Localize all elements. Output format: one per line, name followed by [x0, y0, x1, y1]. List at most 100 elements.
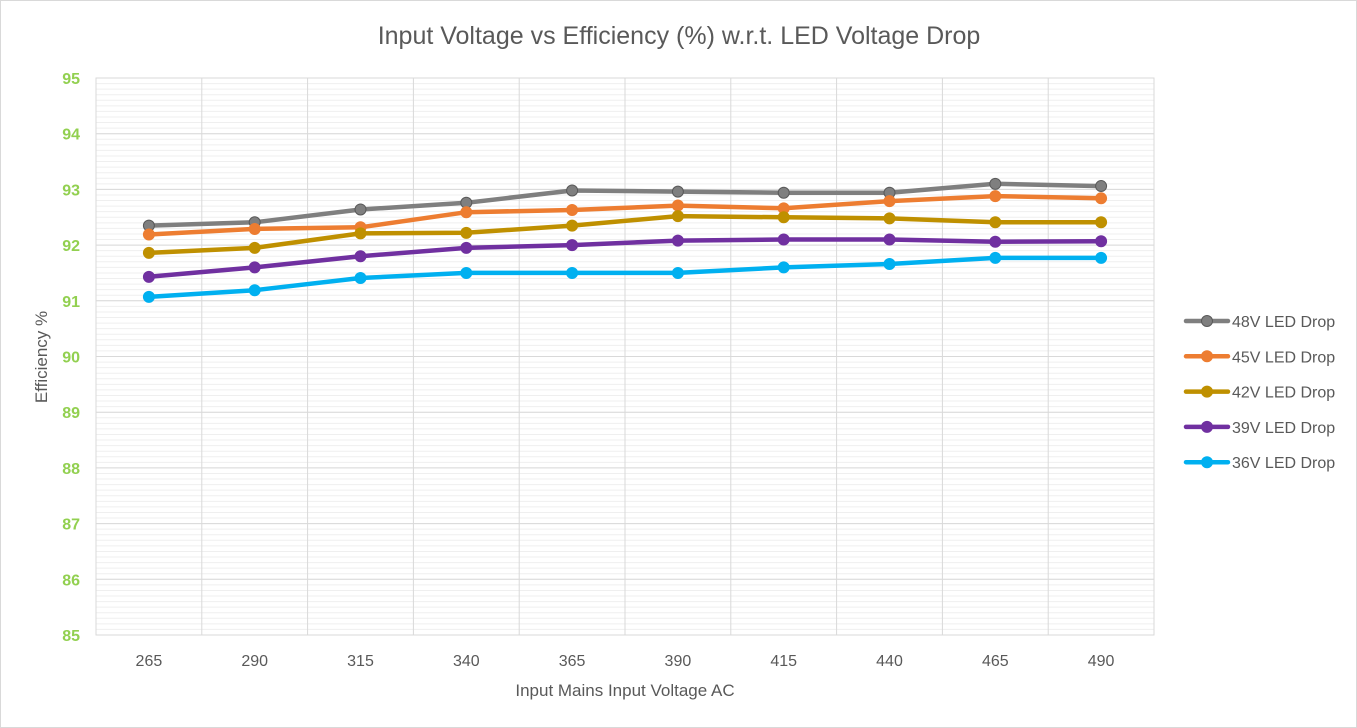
y-tick-label: 93	[62, 182, 80, 199]
data-point	[248, 261, 261, 274]
x-tick-label: 315	[347, 653, 374, 670]
data-point	[1095, 180, 1108, 193]
data-point	[1095, 251, 1108, 264]
data-point	[989, 251, 1002, 264]
data-point	[989, 235, 1002, 248]
series-group	[142, 177, 1108, 232]
y-axis-title: Efficiency %	[32, 311, 51, 403]
data-point	[883, 233, 896, 246]
series-group	[142, 251, 1108, 303]
x-tick-label: 265	[136, 653, 163, 670]
data-point	[566, 266, 579, 279]
data-point	[142, 290, 155, 303]
data-point	[248, 284, 261, 297]
legend-swatch-marker	[1201, 456, 1213, 469]
legend-item: 48V LED Drop	[1183, 314, 1335, 331]
data-point	[566, 184, 579, 197]
data-point	[142, 246, 155, 259]
y-tick-label: 87	[62, 517, 80, 534]
data-point	[248, 222, 261, 235]
y-tick-label: 91	[62, 294, 80, 311]
series-line	[146, 181, 1104, 228]
y-tick-label: 88	[62, 461, 80, 478]
data-point	[566, 204, 579, 217]
data-point	[142, 270, 155, 283]
series-group	[142, 190, 1108, 241]
data-point	[566, 219, 579, 232]
data-point	[566, 239, 579, 252]
x-tick-label: 490	[1088, 653, 1115, 670]
legend-swatch-marker	[1201, 315, 1213, 327]
legend: 48V LED Drop 45V LED Drop 42V LED Drop 39V …	[1183, 314, 1335, 472]
data-point	[883, 258, 896, 271]
x-tick-label: 365	[559, 653, 586, 670]
y-axis-ticks: 85 86 87 88 89 90 91 92 93 94 95	[62, 71, 80, 645]
data-point	[460, 226, 473, 239]
data-point	[1095, 216, 1108, 229]
x-axis-ticks: 265 290 315 340 365 390 415 440 465 490	[136, 653, 1115, 670]
legend-item: 45V LED Drop	[1183, 349, 1335, 366]
data-point	[671, 266, 684, 279]
data-point	[460, 266, 473, 279]
y-tick-label: 86	[62, 572, 80, 589]
data-point	[1095, 192, 1108, 205]
data-point	[354, 227, 367, 240]
data-point	[1095, 235, 1108, 248]
legend-label: 39V LED Drop	[1232, 420, 1335, 437]
series-line	[146, 193, 1104, 237]
data-point	[671, 210, 684, 223]
x-tick-label: 290	[241, 653, 268, 670]
series-group	[142, 233, 1108, 283]
legend-swatch-marker	[1201, 385, 1213, 398]
data-point	[777, 233, 790, 246]
data-point	[460, 206, 473, 219]
data-point	[671, 234, 684, 247]
series-line	[146, 255, 1104, 300]
legend-label: 45V LED Drop	[1232, 349, 1335, 366]
data-point	[989, 190, 1002, 203]
y-tick-label: 92	[62, 238, 80, 255]
legend-item: 36V LED Drop	[1183, 455, 1335, 472]
data-point	[354, 203, 367, 216]
legend-swatch-marker	[1201, 350, 1213, 363]
data-point	[460, 241, 473, 254]
legend-label: 48V LED Drop	[1232, 314, 1335, 331]
legend-item: 39V LED Drop	[1183, 420, 1335, 437]
legend-label: 42V LED Drop	[1232, 385, 1335, 402]
legend-swatch-marker	[1201, 420, 1213, 433]
legend-item: 42V LED Drop	[1183, 385, 1335, 402]
x-tick-label: 440	[876, 653, 903, 670]
series-line	[146, 237, 1104, 280]
data-point	[777, 186, 790, 199]
y-tick-label: 85	[62, 628, 80, 645]
data-point	[777, 261, 790, 274]
data-point	[883, 195, 896, 208]
series-group	[142, 210, 1108, 259]
data-point	[354, 250, 367, 263]
data-point	[671, 199, 684, 212]
y-tick-label: 94	[62, 127, 80, 144]
x-tick-label: 465	[982, 653, 1009, 670]
plot-area-border	[95, 77, 1155, 636]
y-tick-label: 90	[62, 350, 80, 367]
data-point	[989, 177, 1002, 190]
data-point	[248, 241, 261, 254]
x-tick-label: 390	[665, 653, 692, 670]
data-point	[777, 211, 790, 224]
x-tick-label: 340	[453, 653, 480, 670]
chart-title: Input Voltage vs Efficiency (%) w.r.t. L…	[378, 22, 981, 50]
x-axis-title: Input Mains Input Voltage AC	[515, 681, 734, 700]
data-point	[989, 216, 1002, 229]
y-tick-label: 95	[62, 71, 80, 88]
data-point	[671, 185, 684, 198]
x-tick-label: 415	[770, 653, 797, 670]
data-point	[883, 212, 896, 225]
data-point	[142, 228, 155, 241]
series-line	[146, 213, 1104, 256]
y-tick-label: 89	[62, 405, 80, 422]
legend-label: 36V LED Drop	[1232, 455, 1335, 472]
series-layer	[142, 177, 1108, 303]
data-point	[354, 271, 367, 284]
